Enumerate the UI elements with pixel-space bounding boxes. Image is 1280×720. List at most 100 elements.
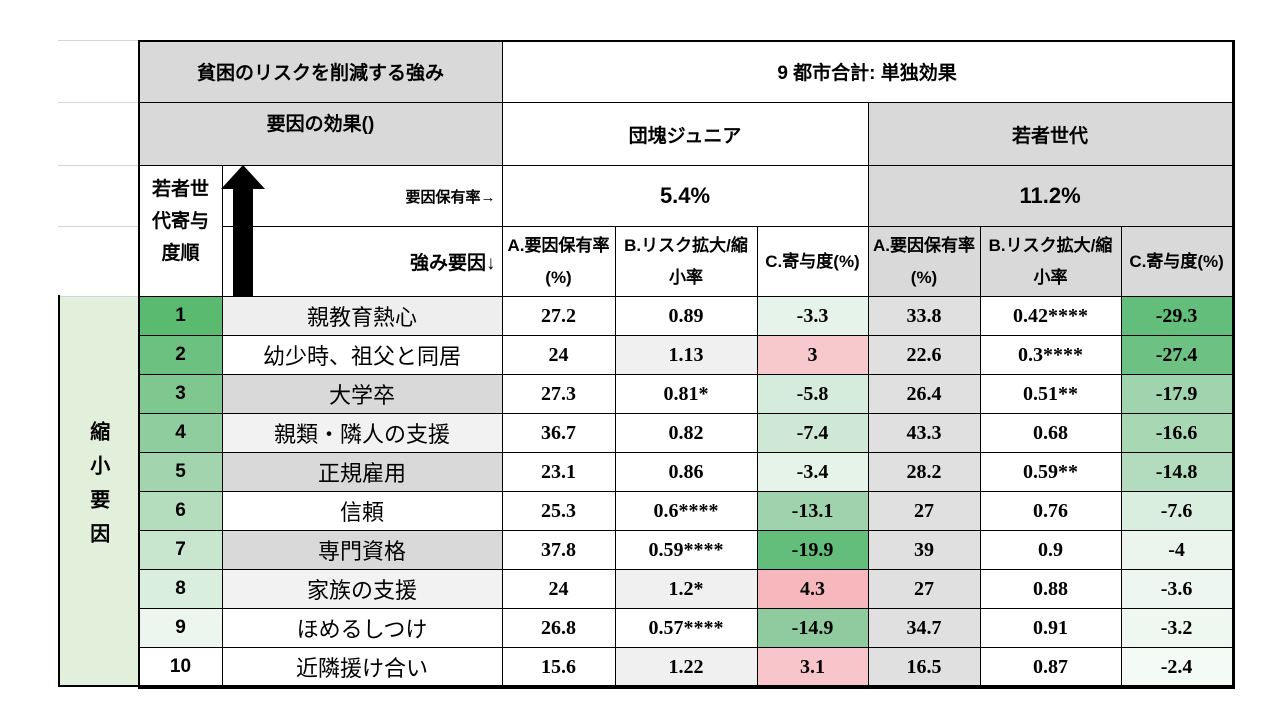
cell: 0.81* bbox=[614, 374, 758, 414]
table-wrap: 貧困のリスクを削減する強み 9 都市合計: 単独効果 要因の効果() 団塊ジュニ… bbox=[58, 40, 1235, 689]
cell: 1.13 bbox=[614, 335, 758, 375]
cell: 27 bbox=[867, 491, 981, 531]
cell: 27.2 bbox=[501, 296, 616, 336]
cell: 34.7 bbox=[867, 608, 981, 648]
cell: 27 bbox=[867, 569, 981, 609]
cell: 0.82 bbox=[614, 413, 758, 453]
cell: -27.4 bbox=[1120, 335, 1233, 375]
cell: 0.6**** bbox=[614, 491, 758, 531]
cell: -16.6 bbox=[1120, 413, 1233, 453]
rank: 3 bbox=[138, 374, 223, 414]
cell: 0.3**** bbox=[979, 335, 1122, 375]
title: 貧困のリスクを削減する強み bbox=[138, 40, 503, 103]
cell: 3 bbox=[756, 335, 869, 375]
rank: 1 bbox=[138, 296, 223, 336]
cell: 26.8 bbox=[501, 608, 616, 648]
cell: 24 bbox=[501, 569, 616, 609]
cell: 28.2 bbox=[867, 452, 981, 492]
arrow bbox=[221, 165, 265, 297]
table: 貧困のリスクを削減する強み 9 都市合計: 単独効果 要因の効果() 団塊ジュニ… bbox=[58, 40, 1233, 687]
row: 10 近隣援け合い 15.6 1.22 3.1 16.5 0.87 -2.4 bbox=[58, 647, 1233, 687]
factor: 家族の支援 bbox=[221, 569, 503, 609]
cell: 24 bbox=[501, 335, 616, 375]
rank: 4 bbox=[138, 413, 223, 453]
column-header: B.リスク拡大/縮小率 bbox=[979, 226, 1122, 297]
rank: 5 bbox=[138, 452, 223, 492]
factor-label: 強み要因↓ bbox=[221, 226, 503, 297]
group-name: 団塊ジュニア bbox=[501, 102, 869, 166]
row: 7 専門資格 37.8 0.59**** -19.9 39 0.9 -4 bbox=[58, 530, 1233, 570]
row: 5 正規雇用 23.1 0.86 -3.4 28.2 0.59** -14.8 bbox=[58, 452, 1233, 492]
cell: 0.89 bbox=[614, 296, 758, 336]
cell: 0.57**** bbox=[614, 608, 758, 648]
row: 3 大学卒 27.3 0.81* -5.8 26.4 0.51** -17.9 bbox=[58, 374, 1233, 414]
cell: -3.6 bbox=[1120, 569, 1233, 609]
rank: 7 bbox=[138, 530, 223, 570]
cell: 0.87 bbox=[979, 647, 1122, 687]
factor: ほめるしつけ bbox=[221, 608, 503, 648]
cell: -7.4 bbox=[756, 413, 869, 453]
blank bbox=[58, 226, 140, 297]
rank: 9 bbox=[138, 608, 223, 648]
cell: 0.51** bbox=[979, 374, 1122, 414]
section-label: 縮小要因 bbox=[86, 420, 109, 557]
cell: -5.8 bbox=[756, 374, 869, 414]
column-header: C.寄与度(%) bbox=[756, 226, 869, 297]
cell: 0.86 bbox=[614, 452, 758, 492]
row: 6 信頼 25.3 0.6**** -13.1 27 0.76 -7.6 bbox=[58, 491, 1233, 531]
rank: 8 bbox=[138, 569, 223, 609]
rate-label: 要因保有率→ bbox=[221, 165, 503, 227]
cell: -13.1 bbox=[756, 491, 869, 531]
column-header: A.要因保有率(%) bbox=[501, 226, 616, 297]
cell: 22.6 bbox=[867, 335, 981, 375]
factor: 大学卒 bbox=[221, 374, 503, 414]
cell: 0.68 bbox=[979, 413, 1122, 453]
cell: -3.3 bbox=[756, 296, 869, 336]
cell: 0.88 bbox=[979, 569, 1122, 609]
blank bbox=[58, 40, 140, 103]
factor: 専門資格 bbox=[221, 530, 503, 570]
group-title: 9 都市合計: 単独効果 bbox=[501, 40, 1233, 103]
section: 縮小要因 bbox=[58, 296, 140, 687]
cell: -3.2 bbox=[1120, 608, 1233, 648]
factor: 親教育熱心 bbox=[221, 296, 503, 336]
cell: -17.9 bbox=[1120, 374, 1233, 414]
cell: 27.3 bbox=[501, 374, 616, 414]
cell: 0.59** bbox=[979, 452, 1122, 492]
group-name: 若者世代 bbox=[867, 102, 1233, 166]
cell: -19.9 bbox=[756, 530, 869, 570]
blank bbox=[58, 165, 140, 227]
cell: 15.6 bbox=[501, 647, 616, 687]
cell: -2.4 bbox=[1120, 647, 1233, 687]
table-body: 縮小要因 1 親教育熱心 27.2 0.89 -3.3 33.8 0.42**** -29.3 2… bbox=[58, 296, 1233, 687]
column-header: B.リスク拡大/縮小率 bbox=[614, 226, 758, 297]
group-rate: 11.2% bbox=[867, 165, 1233, 227]
group-rate: 5.4% bbox=[501, 165, 869, 227]
factor: 親類・隣人の支援 bbox=[221, 413, 503, 453]
rank-label: 若者世代寄与度順 bbox=[138, 165, 223, 297]
column-header: C.寄与度(%) bbox=[1120, 226, 1233, 297]
cell: 23.1 bbox=[501, 452, 616, 492]
cell: 37.8 bbox=[501, 530, 616, 570]
cell: 36.7 bbox=[501, 413, 616, 453]
row: 9 ほめるしつけ 26.8 0.57**** -14.9 34.7 0.91 -3.2 bbox=[58, 608, 1233, 648]
row: 8 家族の支援 24 1.2* 4.3 27 0.88 -3.6 bbox=[58, 569, 1233, 609]
factor: 信頼 bbox=[221, 491, 503, 531]
cell: 0.9 bbox=[979, 530, 1122, 570]
cell: 0.91 bbox=[979, 608, 1122, 648]
column-header: A.要因保有率(%) bbox=[867, 226, 981, 297]
cell: 0.59**** bbox=[614, 530, 758, 570]
cell: 1.2* bbox=[614, 569, 758, 609]
blank bbox=[58, 102, 140, 166]
subtitle: 要因の効果() bbox=[138, 102, 503, 166]
row: 縮小要因 1 親教育熱心 27.2 0.89 -3.3 33.8 0.42**** -29.3 bbox=[58, 296, 1233, 687]
cell: 33.8 bbox=[867, 296, 981, 336]
row: 4 親類・隣人の支援 36.7 0.82 -7.4 43.3 0.68 -16.6 bbox=[58, 413, 1233, 453]
cell: 0.76 bbox=[979, 491, 1122, 531]
cell: -3.4 bbox=[756, 452, 869, 492]
cell: 43.3 bbox=[867, 413, 981, 453]
cell: 1.22 bbox=[614, 647, 758, 687]
cell: 0.42**** bbox=[979, 296, 1122, 336]
cell: 39 bbox=[867, 530, 981, 570]
